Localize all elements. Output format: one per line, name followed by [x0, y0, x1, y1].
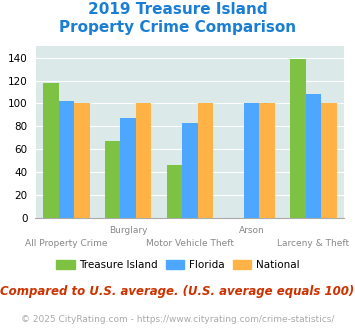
Bar: [321, 103, 337, 218]
Bar: [198, 103, 213, 218]
Bar: [306, 94, 321, 218]
Bar: [136, 103, 151, 218]
Text: Property Crime Comparison: Property Crime Comparison: [59, 20, 296, 35]
Text: © 2025 CityRating.com - https://www.cityrating.com/crime-statistics/: © 2025 CityRating.com - https://www.city…: [21, 315, 334, 324]
Bar: [290, 59, 306, 218]
Text: Compared to U.S. average. (U.S. average equals 100): Compared to U.S. average. (U.S. average …: [0, 285, 355, 298]
Text: Burglary: Burglary: [109, 226, 147, 235]
Bar: [244, 103, 260, 218]
Bar: [59, 101, 74, 218]
Legend: Treasure Island, Florida, National: Treasure Island, Florida, National: [52, 256, 303, 275]
Bar: [260, 103, 275, 218]
Text: Larceny & Theft: Larceny & Theft: [277, 239, 350, 248]
Bar: [167, 165, 182, 218]
Text: Arson: Arson: [239, 226, 264, 235]
Text: 2019 Treasure Island: 2019 Treasure Island: [88, 2, 267, 16]
Bar: [43, 83, 59, 218]
Bar: [120, 118, 136, 218]
Bar: [182, 123, 198, 218]
Bar: [105, 141, 120, 218]
Text: All Property Crime: All Property Crime: [25, 239, 108, 248]
Bar: [74, 103, 89, 218]
Text: Motor Vehicle Theft: Motor Vehicle Theft: [146, 239, 234, 248]
